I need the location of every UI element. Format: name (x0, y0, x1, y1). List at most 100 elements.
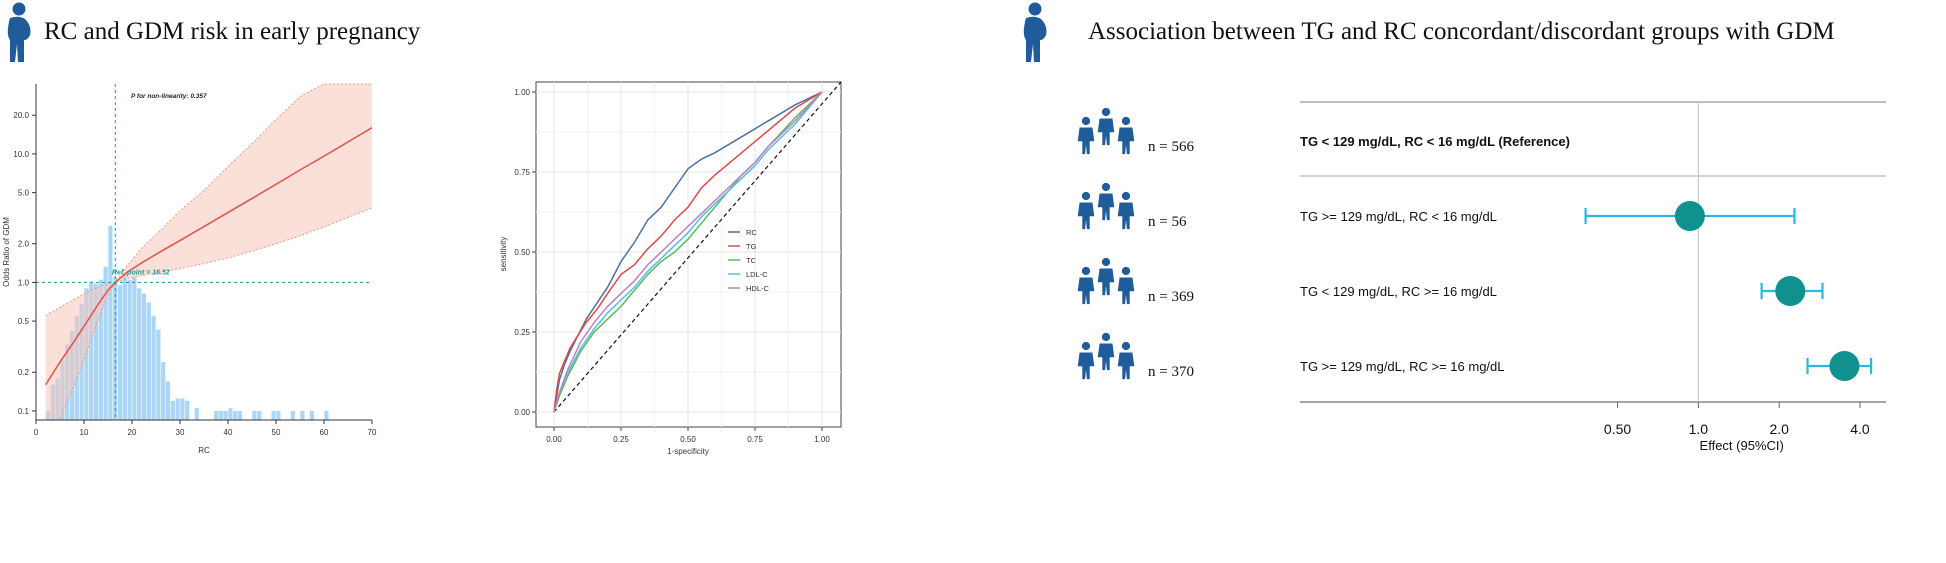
y-axis-label: sensitivity (499, 237, 508, 272)
people-group-icon (1077, 107, 1135, 155)
people-icons (1077, 107, 1135, 380)
x-axis: 0.50 1.0 2.0 4.0 Effect (95%CI) (1604, 402, 1870, 453)
person-head (1081, 266, 1091, 276)
y-tick-label: 20.0 (13, 111, 29, 120)
histogram-bar (276, 410, 281, 420)
ci-upper-line (45, 83, 372, 317)
left-panel-title: RC and GDM risk in early pregnancy (44, 18, 421, 45)
diagonal-reference (553, 81, 842, 413)
histogram-bar (84, 288, 89, 420)
group-label: TG >= 129 mg/dL, RC < 16 mg/dL (1300, 209, 1497, 224)
forest-plot: n = 566 TG < 129 mg/dL, RC < 16 mg/dL (Re… (1077, 101, 1886, 453)
ci-lower-line (45, 207, 373, 421)
person-head (1121, 116, 1131, 126)
histogram-bar (213, 410, 219, 420)
histogram-bar (175, 398, 180, 420)
legend-label: HDL-C (746, 284, 770, 293)
person-body (1077, 127, 1095, 155)
or-curve (44, 127, 373, 386)
histogram-bar (127, 279, 132, 420)
histogram-bar (194, 408, 199, 420)
x-tick-label: 0 (34, 428, 39, 437)
person-head (1101, 107, 1111, 117)
histogram-bar (185, 400, 190, 420)
group-label: TG >= 129 mg/dL, RC >= 16 mg/dL (1300, 359, 1505, 374)
histogram-bar (137, 288, 142, 420)
person-head (1101, 332, 1111, 342)
roc-curve-rc (553, 91, 823, 413)
y-tick-label: 0.75 (514, 168, 530, 177)
histogram-bar (324, 410, 329, 420)
pregnant-woman-icon (7, 2, 31, 62)
legend-label: RC (746, 228, 757, 237)
roc-curve-hdl-c (553, 91, 823, 413)
histogram-bar (151, 315, 156, 420)
histogram-bar (218, 410, 223, 420)
legend: RC TG TC LDL-C HDL-C (728, 228, 770, 293)
x-tick-label: 1.00 (814, 435, 830, 444)
ref-point-annotation: Ref. point = 16.52 (112, 269, 170, 276)
y-axis-label: Odds Ratio of GDM (2, 217, 11, 287)
histogram-bar (165, 381, 171, 420)
roc-curve-tg (553, 91, 823, 413)
group-label: TG < 129 mg/dL, RC < 16 mg/dL (Reference… (1300, 134, 1570, 149)
histogram-bar (122, 274, 127, 420)
histogram-bar (257, 410, 262, 420)
y-tick-label: 1.0 (18, 278, 30, 287)
axes: 0.00 0.25 0.50 0.75 1.00 0.00 0.25 0.50 0.75 1.00… (499, 88, 830, 456)
axes: 0 10 20 30 40 50 60 70 0.1 0.2 0.5 1.0 2.0 5.0 10.0 20.… (13, 84, 377, 437)
person-head (1121, 341, 1131, 351)
roc-lines (553, 91, 823, 413)
x-tick-label: 2.0 (1769, 421, 1789, 437)
histogram-bar (108, 225, 113, 420)
spline-chart: 0 10 20 30 40 50 60 70 0.1 0.2 0.5 1.0 2.0 5.0 10.0 20.… (2, 83, 377, 455)
histogram-bar (98, 279, 103, 420)
x-tick-label: 50 (272, 428, 281, 437)
x-axis-label: RC (198, 446, 210, 455)
effect-point (1829, 351, 1860, 381)
person-head (1121, 191, 1131, 201)
person-body (1097, 343, 1115, 371)
x-tick-label: 0.50 (680, 435, 696, 444)
people-group-icon (1077, 257, 1135, 305)
spline-line (44, 127, 373, 386)
group-size-label: n = 566 (1148, 139, 1194, 155)
people-group-icon (1077, 182, 1135, 230)
x-tick-label: 0.25 (613, 435, 629, 444)
legend-label: LDL-C (746, 270, 768, 279)
person-body (1097, 193, 1115, 221)
x-tick-label: 1.0 (1689, 421, 1709, 437)
chart-text: RC Odds Ratio of GDM P for non-linearity: … (2, 93, 210, 455)
pregnant-woman-icon (1023, 2, 1047, 62)
y-tick-label: 2.0 (18, 240, 30, 249)
person-body (1097, 268, 1115, 296)
person-head (1081, 116, 1091, 126)
x-axis-label: Effect (95%CI) (1700, 438, 1784, 453)
person-head (1081, 191, 1091, 201)
person-body (1077, 202, 1095, 230)
x-tick-label: 40 (224, 428, 233, 437)
person-head (1101, 182, 1111, 192)
histogram-bar (252, 410, 257, 420)
y-tick-label: 5.0 (18, 189, 30, 198)
person-head (1101, 257, 1111, 267)
histogram-bar (132, 277, 137, 420)
person-head (1081, 341, 1091, 351)
histogram-bar (170, 400, 175, 420)
histogram-bar (141, 293, 147, 420)
group-label: TG < 129 mg/dL, RC >= 16 mg/dL (1300, 284, 1497, 299)
histogram-bar (228, 408, 233, 420)
histogram-bar (146, 302, 151, 420)
histogram-bar (309, 410, 315, 420)
histogram-bar (180, 398, 185, 420)
histogram-bar (300, 410, 305, 420)
group-size-label: n = 56 (1148, 214, 1187, 230)
grid (535, 81, 842, 428)
y-tick-label: 0.25 (514, 328, 530, 337)
x-tick-label: 60 (320, 428, 329, 437)
confidence-band (45, 83, 373, 421)
reference-lines (36, 84, 372, 420)
person-body (1117, 277, 1135, 305)
histogram-bar (156, 329, 161, 420)
histogram-bar (237, 410, 243, 420)
